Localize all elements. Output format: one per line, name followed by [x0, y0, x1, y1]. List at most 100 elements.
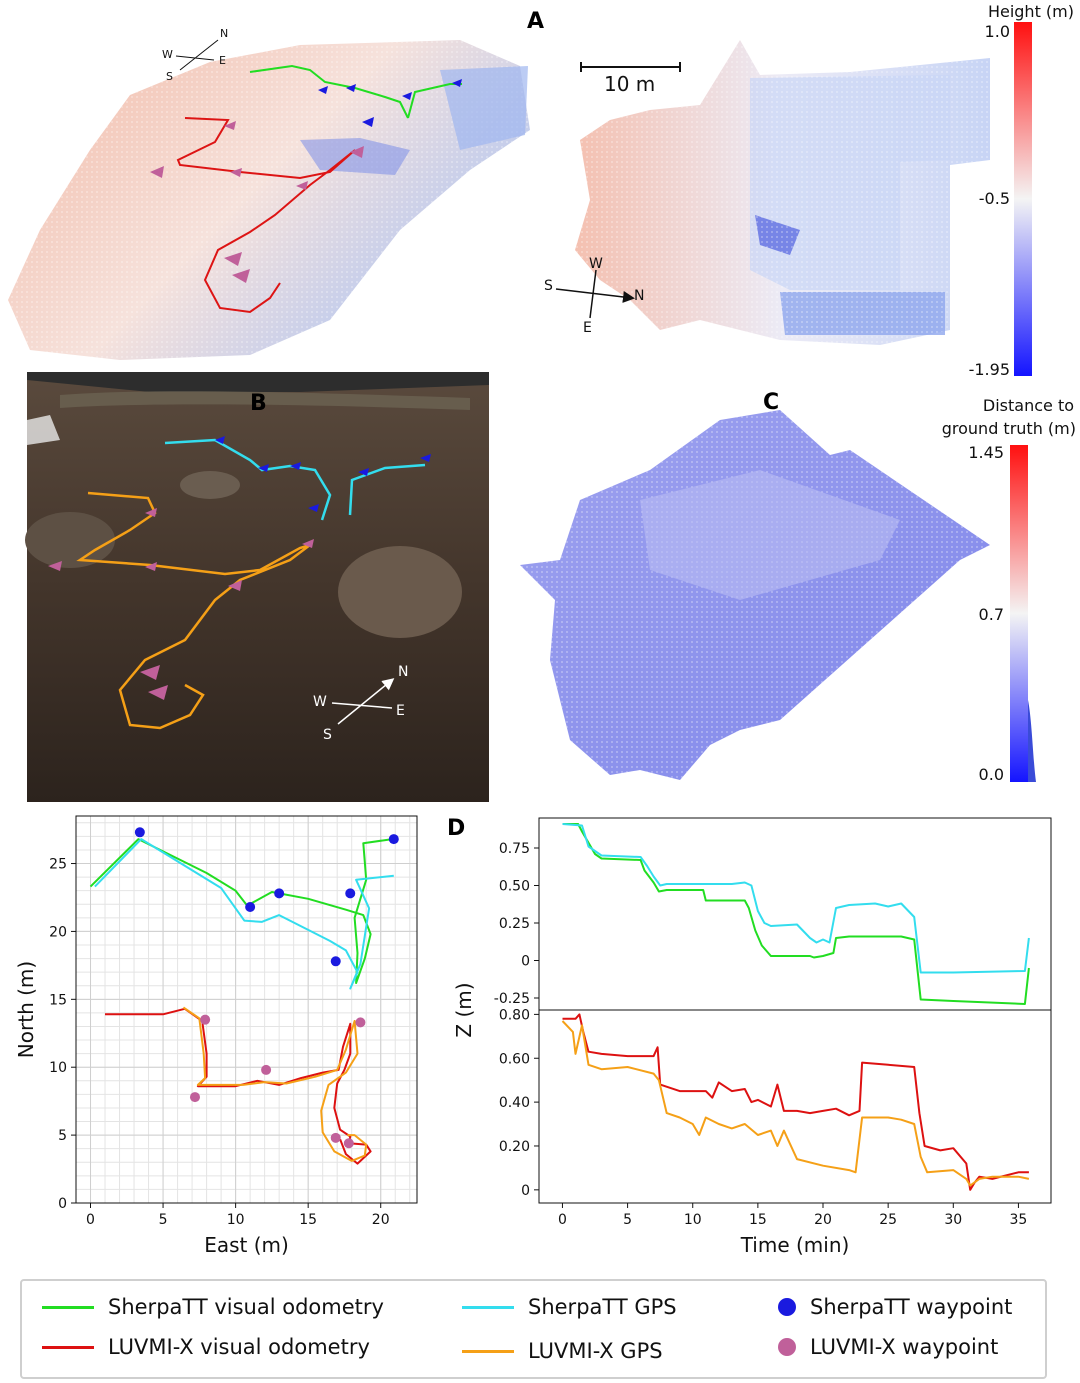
map-frame — [75, 815, 418, 1204]
compass-oblique-s: S — [166, 70, 173, 83]
z-ytick-label: 0 — [521, 1183, 530, 1199]
colorbar-distance-max: 1.45 — [968, 443, 1004, 462]
z-ytick-label: 0.20 — [499, 1139, 530, 1155]
map-ytick-label: 10 — [49, 1060, 67, 1076]
compass-oblique: N E W S — [162, 27, 228, 83]
z-series-line-2-1 — [561, 1020, 1030, 1187]
legend-swatch-sherpa-vo — [42, 1305, 94, 1309]
z-ytick-label: 0.60 — [499, 1051, 530, 1067]
point-cloud-topdown — [575, 40, 990, 345]
legend-swatch-sherpa-gps — [462, 1305, 514, 1309]
photo-compass-s: S — [323, 727, 332, 743]
z-ytick-label: 0.80 — [499, 1007, 530, 1023]
scale-bar: 10 m — [580, 62, 681, 96]
oblique-waypoint-arrows — [150, 79, 462, 283]
compass-topdown-e: E — [583, 320, 592, 336]
photo-trajectories — [76, 438, 426, 730]
z-ytick-label: 0.25 — [499, 916, 530, 932]
z-xtick-label: 25 — [879, 1212, 897, 1228]
z-series-line-1-1 — [562, 823, 1030, 974]
z-xtick-label: 0 — [558, 1212, 567, 1228]
map-series-line-1 — [94, 838, 394, 990]
colorbar-height-min: -1.95 — [969, 360, 1010, 379]
map-ytick-label: 5 — [58, 1128, 67, 1144]
compass-oblique-e: E — [219, 54, 226, 67]
compass-topdown-w: W — [589, 256, 603, 272]
colorbar-distance-mid: 0.7 — [979, 605, 1004, 624]
z-xlabel: Time (min) — [740, 1233, 850, 1257]
map-xtick-label: 0 — [86, 1212, 95, 1228]
z-ylabel: Z (m) — [452, 982, 476, 1037]
map-chart: 0 5 10 15 20 0 5 10 15 20 25 East (m) North (m) — [14, 815, 418, 1257]
legend-label-sherpa-wp: SherpaTT waypoint — [810, 1295, 1013, 1319]
map-series-line-0 — [89, 838, 393, 984]
map-sherpa-waypoint — [134, 827, 145, 838]
map-luvmi-waypoint — [189, 1092, 200, 1103]
error-point-cloud — [520, 410, 990, 780]
z-frame-0 — [538, 817, 1052, 1011]
map-ytick-label: 25 — [49, 857, 67, 873]
map-sherpa-waypoint — [274, 888, 285, 899]
map-sherpa-waypoint — [388, 834, 399, 845]
map-xtick-label: 10 — [227, 1212, 245, 1228]
legend-label-sherpa-gps: SherpaTT GPS — [528, 1295, 677, 1319]
map-luvmi-waypoint — [200, 1014, 211, 1025]
legend: SherpaTT visual odometry SherpaTT GPS Sh… — [20, 1279, 1047, 1379]
panel-c: C Distance to ground truth (m) 1.45 0.7 … — [520, 390, 1076, 784]
compass-oblique-w: W — [162, 48, 173, 61]
map-sherpa-waypoint — [245, 901, 256, 912]
map-luvmi-waypoint — [355, 1017, 366, 1028]
legend-label-luvmi-vo: LUVMI-X visual odometry — [108, 1335, 370, 1359]
rock-pile-center — [180, 471, 240, 499]
photo-compass: N E W S — [313, 664, 408, 743]
map-series-line-2 — [105, 1007, 372, 1165]
legend-marker-luvmi-wp — [778, 1338, 796, 1356]
colorbar-distance: Distance to ground truth (m) 1.45 0.7 0.… — [942, 396, 1076, 784]
photo-compass-n: N — [398, 664, 408, 680]
legend-marker-sherpa-wp — [778, 1298, 796, 1316]
z-xtick-label: 35 — [1010, 1212, 1028, 1228]
map-series-line-3 — [182, 1006, 368, 1162]
compass-oblique-n: N — [220, 27, 228, 40]
map-sherpa-waypoint — [345, 888, 356, 899]
legend-item-luvmi-wp: LUVMI-X waypoint — [762, 1335, 998, 1359]
colorbar-distance-min: 0.0 — [979, 765, 1004, 784]
z-ytick-label: 0.50 — [499, 879, 530, 895]
panel-letter-a: A — [527, 9, 544, 34]
colorbar-height: Height (m) 1.0 -0.5 -1.95 — [969, 2, 1074, 379]
compass-topdown-s: S — [544, 278, 553, 294]
map-xtick-label: 20 — [372, 1212, 390, 1228]
compass-topdown-n: N — [634, 288, 644, 304]
legend-item-luvmi-vo: LUVMI-X visual odometry — [42, 1335, 370, 1359]
map-xlabel: East (m) — [204, 1233, 289, 1257]
colorbar-height-mid: -0.5 — [979, 189, 1010, 208]
legend-item-sherpa-wp: SherpaTT waypoint — [762, 1295, 1012, 1319]
map-xtick-label: 5 — [159, 1212, 168, 1228]
z-ytick-label: 0.40 — [499, 1095, 530, 1111]
legend-item-sherpa-vo: SherpaTT visual odometry — [42, 1295, 384, 1319]
rock-pile-right — [338, 546, 462, 638]
rock-pile-left — [25, 512, 115, 568]
photo-waypoint-arrows — [48, 436, 431, 700]
photo-compass-e: E — [396, 703, 405, 719]
panel-letter-d: D — [447, 816, 465, 841]
map-luvmi-waypoint — [343, 1138, 354, 1149]
z-ytick-label: -0.25 — [494, 991, 530, 1007]
z-ytick-label: 0 — [521, 954, 530, 970]
legend-item-luvmi-gps: LUVMI-X GPS — [462, 1339, 663, 1363]
panel-b: B N E W S — [25, 372, 489, 802]
z-xtick-label: 10 — [684, 1212, 702, 1228]
z-ytick-label: 0.75 — [499, 841, 530, 857]
z-xtick-label: 30 — [944, 1212, 962, 1228]
colorbar-distance-title-1: Distance to — [983, 396, 1074, 415]
colorbar-distance-title-2: ground truth (m) — [942, 419, 1076, 438]
panel-letter-b: B — [250, 391, 267, 416]
map-luvmi-waypoint — [261, 1064, 272, 1075]
panel-letter-c: C — [763, 390, 779, 415]
legend-label-sherpa-vo: SherpaTT visual odometry — [108, 1295, 384, 1319]
compass-topdown: N E W S — [544, 256, 644, 336]
z-frame-1 — [538, 1009, 1052, 1204]
legend-swatch-luvmi-gps — [462, 1349, 514, 1353]
map-ylabel: North (m) — [14, 961, 38, 1058]
